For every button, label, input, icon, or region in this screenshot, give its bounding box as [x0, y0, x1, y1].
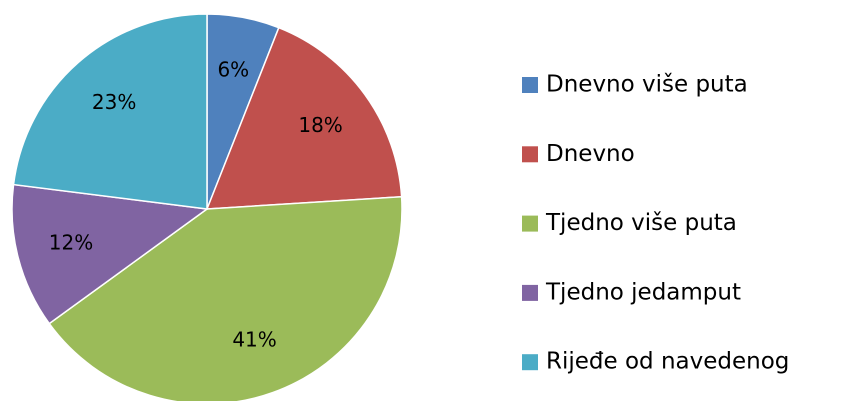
- legend-swatch: [522, 284, 538, 301]
- legend-swatch: [522, 354, 538, 371]
- legend-label: Dnevno: [546, 141, 635, 167]
- legend-label: Dnevno više puta: [546, 72, 748, 98]
- data-label: 18%: [298, 113, 342, 137]
- legend-label: Tjedno jedamput: [545, 279, 741, 305]
- data-label: 12%: [49, 230, 93, 254]
- pie-slice: [205, 26, 403, 210]
- legend-swatch: [522, 215, 538, 232]
- legend-swatch: [522, 146, 538, 163]
- data-label: 6%: [217, 58, 249, 82]
- legend-label: Tjedno više puta: [545, 210, 737, 236]
- legend-label: Rijeđe od navedenog: [546, 349, 789, 375]
- legend-swatch: [522, 77, 538, 93]
- pie-slice: [12, 13, 208, 210]
- data-label: 41%: [232, 328, 276, 352]
- data-label: 23%: [92, 90, 136, 114]
- pie-slice: [11, 183, 209, 325]
- pie-slice: [48, 195, 403, 401]
